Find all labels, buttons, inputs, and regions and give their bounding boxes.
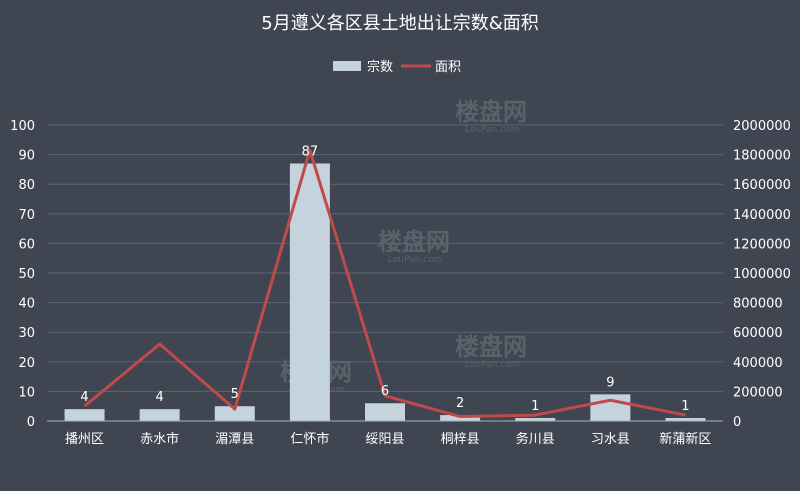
y-right-tick-label: 0 — [733, 415, 741, 430]
y-left-tick-label: 50 — [18, 267, 35, 282]
x-category-label: 新蒲新区 — [659, 431, 711, 447]
y-right-tick-label: 400000 — [733, 356, 783, 371]
y-left-tick-label: 10 — [18, 385, 35, 400]
watermark-text: 楼盘网 — [378, 228, 450, 256]
bar — [515, 418, 556, 421]
y-right-tick-label: 800000 — [733, 297, 783, 312]
y-left-tick-label: 90 — [18, 149, 35, 164]
y-right-tick-label: 1000000 — [733, 267, 791, 282]
y-right-tick-label: 600000 — [733, 326, 783, 341]
x-category-label: 绥阳县 — [365, 432, 404, 447]
axes: 0 10 20 30 40 50 60 70 80 90 100 0 200000 400000 60000… — [10, 119, 791, 447]
y-right-tick-label: 1600000 — [733, 178, 791, 193]
y-left-tick-label: 40 — [18, 297, 35, 312]
bar-data-label: 1 — [531, 399, 539, 414]
data-labels: 4 4 5 87 6 2 1 9 1 — [80, 144, 689, 414]
watermark-sub: LouPan.com — [388, 255, 442, 265]
bar — [665, 418, 706, 421]
legend: 宗数 面积 — [333, 59, 461, 75]
bar — [289, 163, 330, 422]
watermark-sub: LouPan.com — [465, 125, 519, 135]
bar — [139, 409, 180, 421]
bar-data-label: 4 — [156, 390, 164, 405]
x-category-label: 湄潭县 — [215, 432, 254, 447]
y-left-tick-label: 30 — [18, 326, 35, 341]
y-left-tick-label: 60 — [18, 237, 35, 252]
bar-data-label: 87 — [302, 144, 319, 159]
y-right-tick-label: 200000 — [733, 385, 783, 400]
legend-label-bar: 宗数 — [367, 59, 393, 75]
legend-label-line: 面积 — [435, 60, 461, 75]
y-left-tick-label: 80 — [18, 178, 35, 193]
x-category-label: 仁怀市 — [290, 431, 329, 447]
y-left-tick-label: 100 — [10, 119, 35, 134]
x-category-label: 务川县 — [516, 431, 555, 447]
watermark-sub: LouPan.com — [465, 360, 519, 370]
area-line — [83, 148, 686, 419]
bar-data-label: 6 — [381, 384, 389, 399]
y-right-tick-label: 2000000 — [733, 119, 791, 134]
y-left-tick-label: 0 — [27, 415, 35, 430]
legend-swatch-bar — [333, 61, 361, 71]
y-left-tick-label: 70 — [18, 208, 35, 223]
bar-data-label: 4 — [80, 390, 88, 405]
bar-data-label: 2 — [456, 396, 464, 411]
bar — [365, 403, 405, 421]
bar — [590, 394, 631, 421]
bar — [64, 409, 105, 421]
bar — [214, 406, 255, 421]
y-right-tick-label: 1800000 — [733, 149, 791, 164]
bar-data-label: 5 — [231, 387, 239, 402]
watermark-text: 楼盘网 — [455, 333, 527, 361]
bar-data-label: 1 — [681, 399, 689, 414]
y-left-tick-label: 20 — [18, 356, 35, 371]
bar-data-label: 9 — [606, 375, 614, 390]
chart-title: 5月遵义各区县土地出让宗数&面积 — [261, 13, 539, 34]
x-category-label: 播州区 — [65, 432, 104, 447]
y-right-tick-label: 1200000 — [733, 237, 791, 252]
watermark-text: 楼盘网 — [455, 98, 527, 126]
line-series — [83, 148, 686, 419]
y-right-tick-label: 1400000 — [733, 208, 791, 223]
x-category-label: 习水县 — [591, 432, 630, 447]
x-category-label: 赤水市 — [140, 431, 179, 447]
x-category-label: 桐梓县 — [441, 432, 480, 447]
